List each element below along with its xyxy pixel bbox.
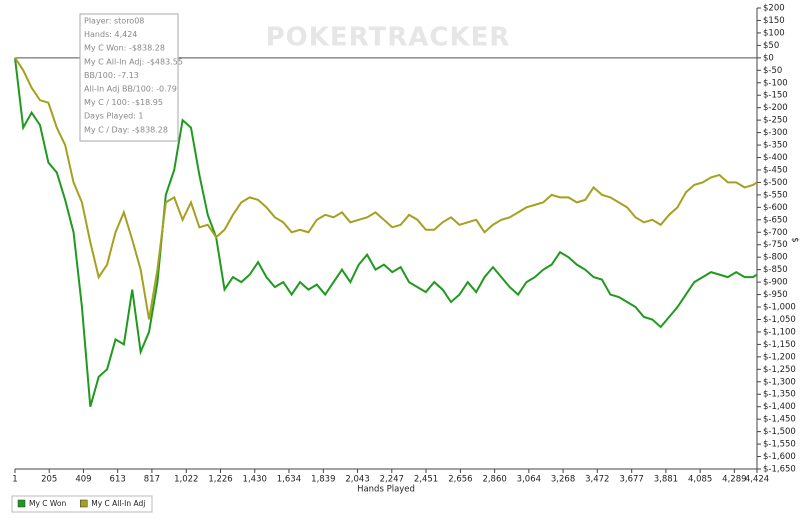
y-tick-label: $-1,650 [763,465,796,475]
y-tick-label: $-550 [763,190,788,200]
y-tick-label: $-350 [763,141,788,151]
x-tick-label: 2,247 [380,475,404,485]
y-tick-label: $-1,500 [763,427,796,437]
y-tick-label: $150 [763,16,785,26]
y-tick-label: $-1,100 [763,327,796,337]
y-tick-label: $-600 [763,203,788,213]
y-tick-label: $100 [763,28,785,38]
y-tick-label: $-1,200 [763,352,796,362]
y-tick-label: $-950 [763,290,788,300]
tooltip-line: Days Played: 1 [84,112,144,121]
y-tick-label: $-800 [763,253,788,263]
x-tick-label: 817 [144,475,160,485]
y-tick-label: $-700 [763,228,788,238]
x-tick-label: 1,839 [311,475,335,485]
tooltip-line: Player: storo08 [84,17,144,26]
y-tick-label: $0 [763,53,774,63]
y-tick-label: $-650 [763,215,788,225]
x-tick-label: 613 [110,475,126,485]
tooltip-line: My C / 100: -$18.95 [84,98,163,107]
tooltip-line: All-In Adj BB/100: -0.79 [84,85,177,94]
tooltip-line: BB/100: -7.13 [84,71,139,80]
x-tick-label: 2,860 [482,475,506,485]
x-tick-label: 2,656 [448,475,472,485]
y-tick-label: $-1,450 [763,415,796,425]
x-tick-label: 4,085 [688,475,712,485]
legend-label: My C All-In Adj [91,499,145,508]
y-tick-label: $-250 [763,116,788,126]
x-tick-label: 1,634 [277,475,301,485]
y-tick-label: $-200 [763,103,788,113]
y-tick-label: $-1,250 [763,365,796,375]
watermark: POKERTRACKER [266,23,511,53]
y-tick-label: $-500 [763,178,788,188]
y-tick-label: $-850 [763,265,788,275]
x-tick-label: 2,043 [345,475,369,485]
x-tick-label: 3,064 [517,475,541,485]
y-tick-label: $-1,300 [763,377,796,387]
x-tick-label: 409 [75,475,91,485]
x-axis-label: Hands Played [357,485,415,495]
x-tick-label: 2,451 [414,475,438,485]
legend-swatch [17,499,26,508]
y-tick-label: $-1,000 [763,303,796,313]
tooltip-line: My C / Day: -$838.28 [84,125,168,134]
x-tick-label: 1,226 [208,475,232,485]
y-tick-label: $-1,400 [763,402,796,412]
legend-label: My C Won [29,499,66,508]
y-tick-label: $-300 [763,128,788,138]
x-tick-label: 1,022 [174,475,198,485]
x-tick-label: 3,268 [551,475,575,485]
tooltip-line: My C All-In Adj: -$483.55 [84,57,183,66]
y-tick-label: $-1,350 [763,390,796,400]
y-tick-label: $-1,150 [763,340,796,350]
series-line [14,57,758,320]
y-tick-label: $-50 [763,66,782,76]
y-tick-label: $-150 [763,91,788,101]
tooltip-box [79,13,179,142]
x-tick-label: 205 [41,475,57,485]
tooltip-line: My C Won: -$838.28 [84,44,165,53]
x-tick-label: 4,424 [745,475,769,485]
y-tick-label: $-100 [763,78,788,88]
tooltip-line: Hands: 4,424 [84,30,137,39]
series-line [14,57,758,407]
y-tick-label: $200 [763,4,785,14]
y-tick-label: $-1,600 [763,452,796,462]
y-tick-label: $-900 [763,278,788,288]
x-tick-label: 1 [12,475,17,485]
y-tick-label: $-750 [763,240,788,250]
y-tick-label: $-1,550 [763,440,796,450]
x-tick-label: 3,472 [585,475,609,485]
x-tick-label: 3,677 [620,475,644,485]
y-tick-label: $50 [763,41,779,51]
x-tick-label: 4,289 [722,475,746,485]
y-axis-label: $ [790,237,800,242]
x-tick-label: 1,430 [243,475,267,485]
legend-swatch [79,499,88,508]
y-tick-label: $-400 [763,153,788,163]
x-tick-label: 3,881 [654,475,678,485]
y-tick-label: $-450 [763,165,788,175]
y-tick-label: $-1,050 [763,315,796,325]
